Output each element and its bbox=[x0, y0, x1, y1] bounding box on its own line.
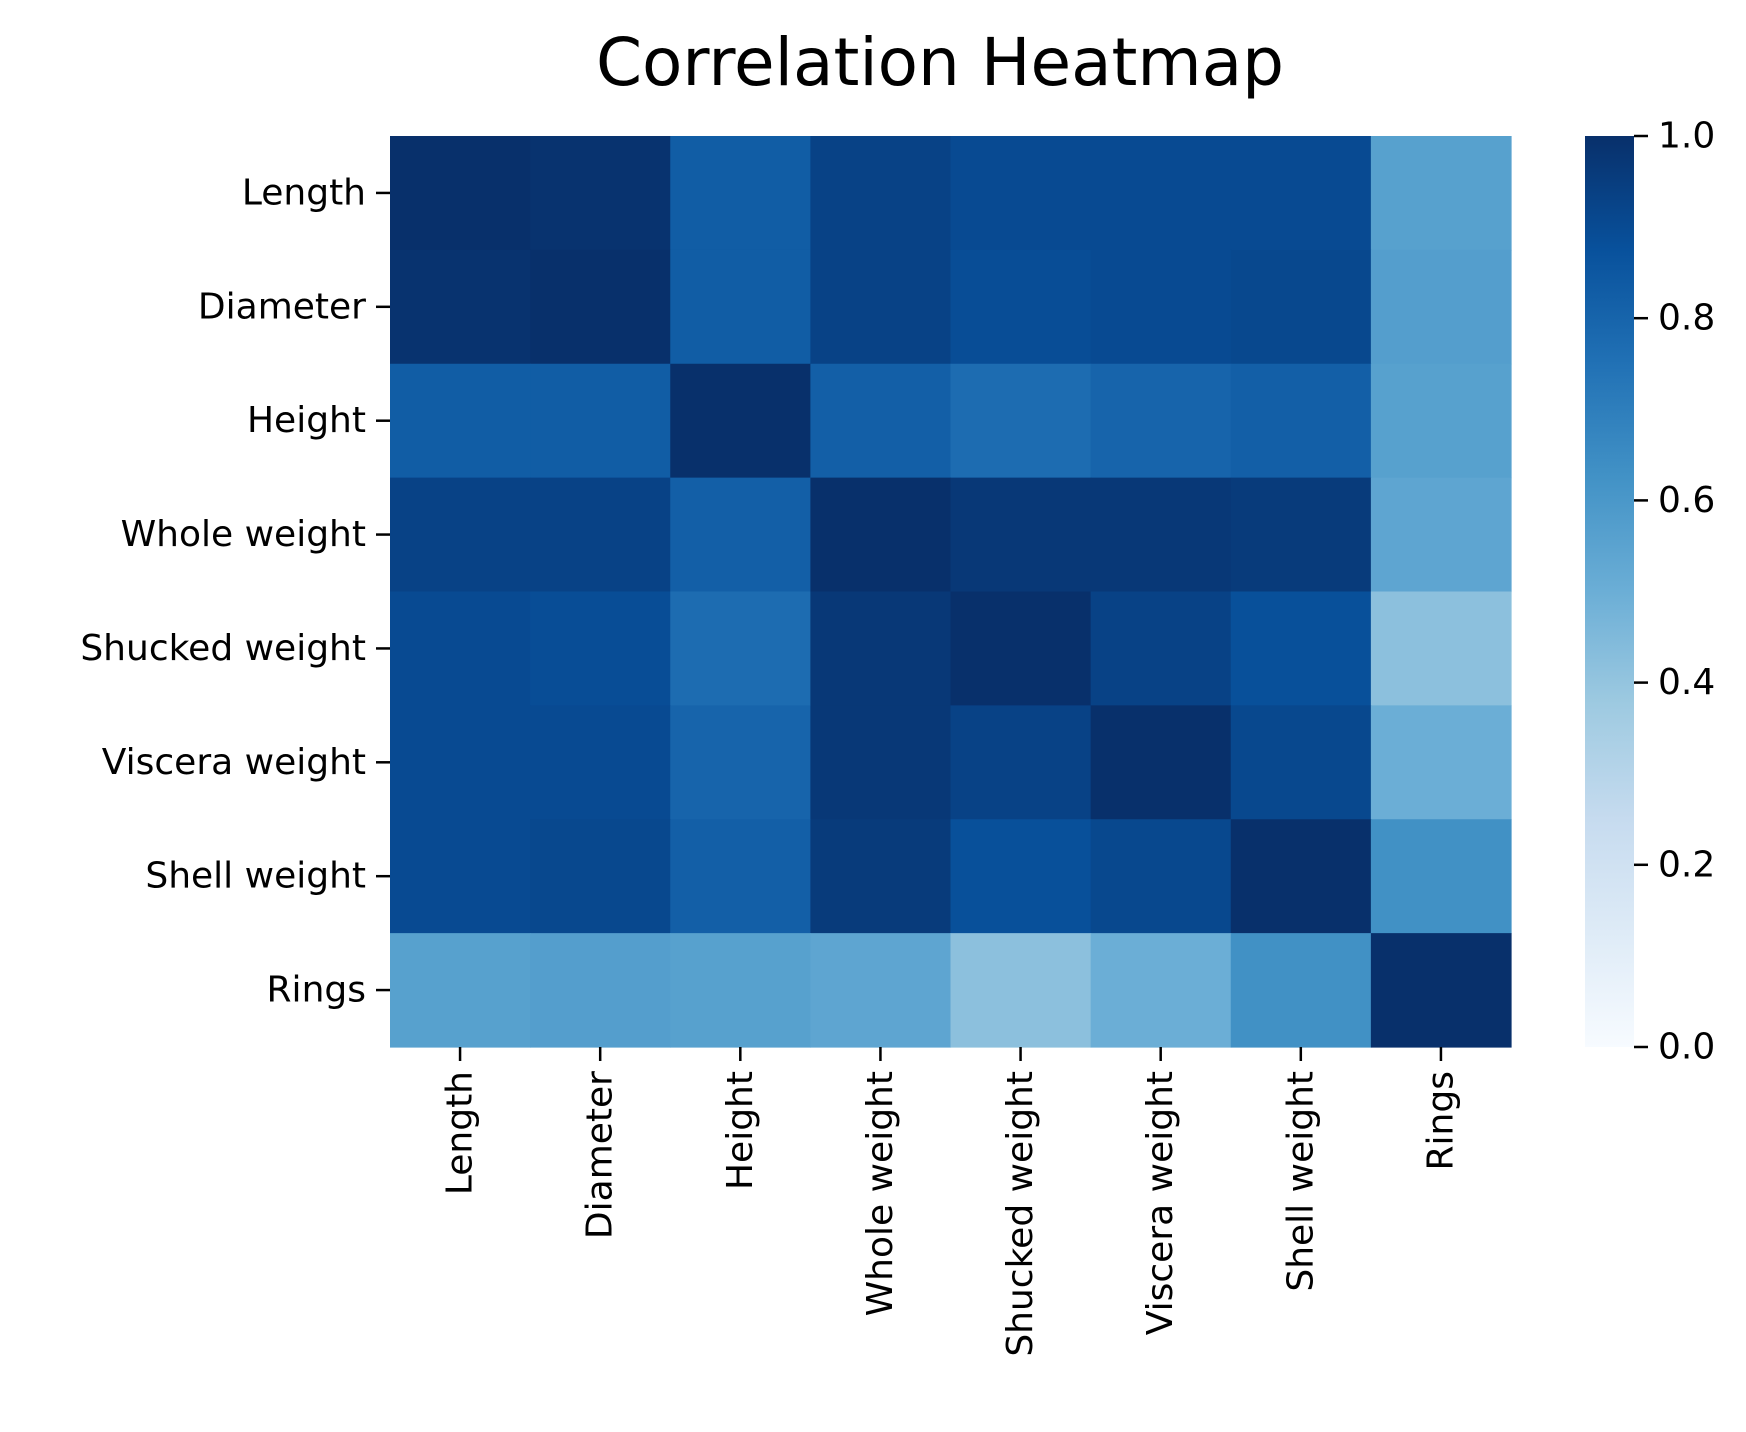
heatmap-cell-viscera-weight-viscera-weight bbox=[1090, 705, 1232, 820]
heatmap-cell-shell-weight-rings bbox=[1370, 819, 1512, 934]
heatmap-cell-diameter-diameter bbox=[530, 249, 671, 365]
heatmap-cell-shell-weight-diameter bbox=[530, 819, 671, 934]
heatmap-cell-length-diameter bbox=[530, 136, 671, 251]
col-label-diameter: Diameter bbox=[580, 1071, 621, 1239]
heatmap-cell-height-diameter bbox=[530, 363, 671, 479]
row-label-diameter: Diameter bbox=[198, 286, 366, 327]
row-label-shell-weight: Shell weight bbox=[145, 856, 366, 897]
heatmap-cell-whole-weight-shell-weight bbox=[1230, 477, 1372, 593]
heatmap-cell-diameter-height bbox=[670, 249, 811, 365]
heatmap-cell-rings-length bbox=[390, 933, 531, 1048]
heatmap-cell-height-length bbox=[390, 363, 531, 479]
heatmap-cell-rings-height bbox=[670, 933, 811, 1048]
heatmap-cell-diameter-whole-weight bbox=[810, 249, 952, 365]
heatmap-cell-viscera-weight-height bbox=[670, 705, 811, 820]
row-label-viscera-weight: Viscera weight bbox=[102, 742, 366, 783]
heatmap-cell-height-shell-weight bbox=[1230, 363, 1372, 479]
heatmap-cell-length-whole-weight bbox=[810, 136, 952, 251]
column-labels: Length Diameter Height Whole weight Shucked … bbox=[440, 1047, 1461, 1357]
heatmap-cell-diameter-shucked-weight bbox=[950, 249, 1092, 365]
heatmap-cell-viscera-weight-whole-weight bbox=[810, 705, 952, 820]
col-label-height: Height bbox=[720, 1071, 761, 1190]
heatmap-cell-length-height bbox=[670, 136, 811, 251]
heatmap-cell-shell-weight-shucked-weight bbox=[950, 819, 1092, 934]
row-label-length: Length bbox=[242, 172, 366, 213]
heatmap-cell-shucked-weight-shucked-weight bbox=[950, 591, 1092, 706]
colorbar-tick-label: 0.0 bbox=[1658, 1027, 1715, 1068]
col-label-whole-weight: Whole weight bbox=[860, 1071, 901, 1316]
heatmap-cell-rings-viscera-weight bbox=[1090, 933, 1232, 1048]
col-label-viscera-weight: Viscera weight bbox=[1140, 1071, 1181, 1335]
heatmap-cell-shell-weight-height bbox=[670, 819, 811, 934]
heatmap-cell-shucked-weight-shell-weight bbox=[1230, 591, 1372, 706]
heatmap-cell-rings-shucked-weight bbox=[950, 933, 1092, 1048]
heatmap-cell-viscera-weight-rings bbox=[1370, 705, 1512, 820]
heatmap-cell-whole-weight-length bbox=[390, 477, 531, 593]
heatmap-cell-whole-weight-height bbox=[670, 477, 811, 593]
col-label-shell-weight: Shell weight bbox=[1280, 1071, 1321, 1292]
col-label-length: Length bbox=[440, 1071, 481, 1195]
colorbar: 0.0 0.2 0.4 0.6 0.8 1.0 bbox=[1585, 116, 1715, 1068]
heatmap-cell-shell-weight-whole-weight bbox=[810, 819, 952, 934]
heatmap-cell-height-rings bbox=[1370, 363, 1512, 479]
row-labels: Length Diameter Height Whole weight Shucked … bbox=[80, 172, 390, 1011]
heatmap-cell-diameter-rings bbox=[1370, 249, 1512, 365]
row-label-whole-weight: Whole weight bbox=[121, 514, 366, 555]
heatmap-cell-diameter-viscera-weight bbox=[1090, 249, 1232, 365]
heatmap-cell-shucked-weight-length bbox=[390, 591, 531, 706]
chart-title: Correlation Heatmap bbox=[596, 24, 1284, 101]
heatmap-cell-shell-weight-viscera-weight bbox=[1090, 819, 1232, 934]
heatmap-cell-whole-weight-diameter bbox=[530, 477, 671, 593]
colorbar-tick-label: 0.2 bbox=[1658, 844, 1715, 885]
colorbar-tick-label: 0.8 bbox=[1658, 298, 1715, 339]
row-label-height: Height bbox=[247, 400, 366, 441]
heatmap-cell-whole-weight-shucked-weight bbox=[950, 477, 1092, 593]
heatmap-cell-shell-weight-shell-weight bbox=[1230, 819, 1372, 934]
colorbar-tick-label: 1.0 bbox=[1658, 116, 1715, 157]
heatmap-cell-rings-shell-weight bbox=[1230, 933, 1372, 1048]
heatmap-cell-whole-weight-whole-weight bbox=[810, 477, 952, 593]
row-label-rings: Rings bbox=[267, 970, 366, 1011]
heatmap-cell-diameter-shell-weight bbox=[1230, 249, 1372, 365]
heatmap-cell-height-shucked-weight bbox=[950, 363, 1092, 479]
colorbar-gradient bbox=[1585, 136, 1634, 1047]
heatmap-cell-viscera-weight-diameter bbox=[530, 705, 671, 820]
heatmap-cell-rings-diameter bbox=[530, 933, 671, 1048]
heatmap-cell-length-rings bbox=[1370, 136, 1512, 251]
col-label-rings: Rings bbox=[1420, 1071, 1461, 1170]
heatmap-cell-diameter-length bbox=[390, 249, 531, 365]
heatmap-cell-rings-rings bbox=[1370, 933, 1512, 1048]
heatmap-cell-viscera-weight-shell-weight bbox=[1230, 705, 1372, 820]
heatmap-cell-length-viscera-weight bbox=[1090, 136, 1232, 251]
heatmap-cell-shucked-weight-diameter bbox=[530, 591, 671, 706]
heatmap-cell-shucked-weight-height bbox=[670, 591, 811, 706]
heatmap-cell-length-length bbox=[390, 136, 531, 251]
heatmap-cell-viscera-weight-shucked-weight bbox=[950, 705, 1092, 820]
heatmap-cell-shucked-weight-rings bbox=[1370, 591, 1512, 706]
colorbar-tick-label: 0.6 bbox=[1658, 480, 1715, 521]
heatmap-cell-length-shell-weight bbox=[1230, 136, 1372, 251]
heatmap-cell-whole-weight-rings bbox=[1370, 477, 1512, 593]
heatmap-cell-height-viscera-weight bbox=[1090, 363, 1232, 479]
col-label-shucked-weight: Shucked weight bbox=[1000, 1071, 1041, 1357]
heatmap-cells bbox=[390, 136, 1512, 1048]
heatmap-cell-length-shucked-weight bbox=[950, 136, 1092, 251]
heatmap-cell-rings-whole-weight bbox=[810, 933, 952, 1048]
colorbar-tick-label: 0.4 bbox=[1658, 662, 1715, 703]
heatmap-cell-shell-weight-length bbox=[390, 819, 531, 934]
heatmap-cell-shucked-weight-whole-weight bbox=[810, 591, 952, 706]
row-label-shucked-weight: Shucked weight bbox=[80, 628, 366, 669]
heatmap-cell-viscera-weight-length bbox=[390, 705, 531, 820]
heatmap-cell-shucked-weight-viscera-weight bbox=[1090, 591, 1232, 706]
heatmap-cell-height-whole-weight bbox=[810, 363, 952, 479]
heatmap-cell-whole-weight-viscera-weight bbox=[1090, 477, 1232, 593]
heatmap-cell-height-height bbox=[670, 363, 811, 479]
